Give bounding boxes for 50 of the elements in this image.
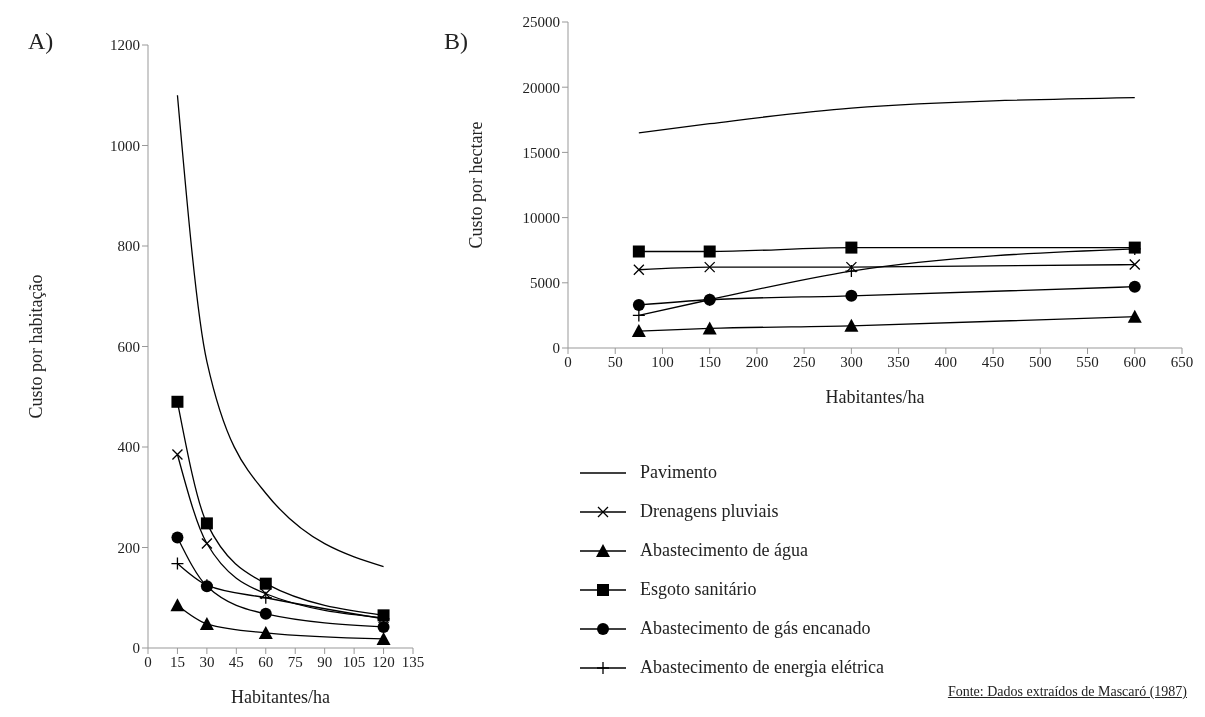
x-tick-label: 30 bbox=[199, 653, 215, 670]
y-tick-label: 600 bbox=[117, 338, 140, 355]
x-tick-label: 550 bbox=[1076, 353, 1099, 370]
y-axis-title: Custo por hectare bbox=[466, 121, 487, 249]
x-tick-label: 400 bbox=[934, 353, 958, 370]
x-tick-label: 0 bbox=[144, 653, 152, 670]
y-axis-title: Custo por habitação bbox=[26, 274, 47, 419]
y-tick-label: 400 bbox=[117, 439, 140, 456]
y-tick-label: 1000 bbox=[110, 137, 140, 154]
x-tick-label: 45 bbox=[228, 653, 244, 670]
x-tick-label: 15 bbox=[169, 653, 185, 670]
y-tick-label: 800 bbox=[117, 238, 140, 255]
y-tick-label: 15000 bbox=[522, 144, 560, 161]
x-tick-label: 600 bbox=[1123, 353, 1147, 370]
y-tick-label: 200 bbox=[117, 539, 140, 556]
x-tick-label: 120 bbox=[372, 653, 395, 670]
legend-label: Abastecimento de energia elétrica bbox=[640, 657, 885, 678]
legend-label: Abastecimento de água bbox=[640, 540, 808, 561]
x-tick-label: 100 bbox=[651, 353, 674, 370]
legend-label: Drenagens pluviais bbox=[640, 501, 779, 522]
y-tick-label: 20000 bbox=[522, 79, 560, 96]
x-tick-label: 200 bbox=[745, 353, 769, 370]
x-tick-label: 90 bbox=[317, 653, 333, 670]
x-tick-label: 350 bbox=[887, 353, 910, 370]
y-tick-label: 0 bbox=[552, 340, 560, 357]
x-tick-label: 250 bbox=[792, 353, 816, 370]
x-tick-label: 500 bbox=[1029, 353, 1052, 370]
x-tick-label: 135 bbox=[401, 653, 425, 670]
x-tick-label: 300 bbox=[840, 353, 863, 370]
legend-label: Pavimento bbox=[640, 462, 717, 483]
x-tick-label: 650 bbox=[1170, 353, 1194, 370]
chart-title: A) bbox=[28, 28, 54, 55]
y-tick-label: 10000 bbox=[522, 209, 560, 226]
source-note: Fonte: Dados extraídos de Mascaró (1987) bbox=[947, 684, 1187, 700]
y-tick-label: 1200 bbox=[110, 37, 140, 54]
x-axis-title: Habitantes/ha bbox=[825, 387, 925, 407]
y-tick-label: 25000 bbox=[522, 14, 560, 31]
x-tick-label: 0 bbox=[564, 353, 572, 370]
x-tick-label: 150 bbox=[698, 353, 721, 370]
x-tick-label: 60 bbox=[258, 653, 274, 670]
y-tick-label: 0 bbox=[132, 640, 140, 657]
x-tick-label: 50 bbox=[607, 353, 623, 370]
x-tick-label: 450 bbox=[981, 353, 1005, 370]
legend-label: Abastecimento de gás encanado bbox=[640, 618, 871, 639]
x-tick-label: 75 bbox=[287, 653, 303, 670]
x-tick-label: 105 bbox=[342, 653, 366, 670]
y-tick-label: 5000 bbox=[530, 275, 560, 292]
legend-label: Esgoto sanitário bbox=[640, 579, 757, 600]
x-axis-title: Habitantes/ha bbox=[231, 687, 330, 707]
chart-title: B) bbox=[444, 28, 468, 55]
